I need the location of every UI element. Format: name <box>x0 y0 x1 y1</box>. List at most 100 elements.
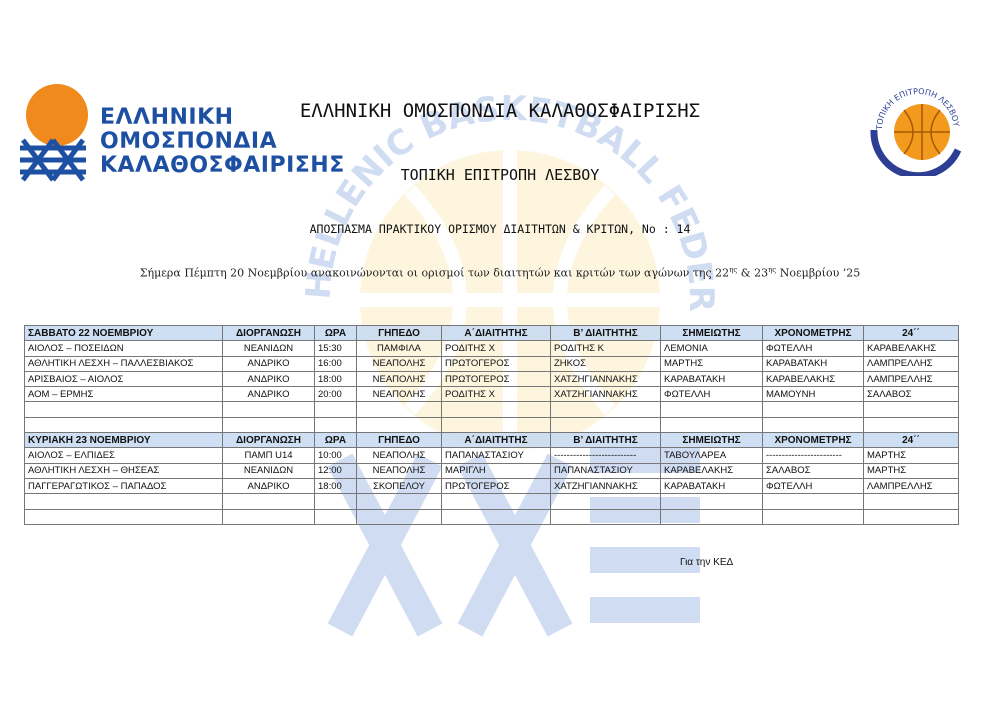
column-header: ΧΡΟΝΟΜΕΤΡΗΣ <box>762 432 864 449</box>
column-header: ΔΙΟΡΓΑΝΩΣΗ <box>222 324 315 342</box>
table-cell: ΝΕΑΠΟΛΗΣ <box>356 355 442 372</box>
table-cell: ΠΡΩΤΟΓΕΡΟΣ <box>441 477 551 495</box>
table-cell <box>356 493 442 510</box>
table-cell: ΚΑΡΑΒΕΛΑΚΗΣ <box>660 462 763 479</box>
table-cell: 15:30 <box>314 340 357 357</box>
table-cell <box>222 416 315 434</box>
table-cell <box>222 401 315 418</box>
intro-part: & 23 <box>737 266 769 280</box>
table-cell: ΜΑΡΤΗΣ <box>863 447 959 464</box>
table-cell <box>441 416 551 434</box>
table-cell <box>24 493 223 510</box>
table-cell <box>863 416 959 434</box>
column-header: Α΄ΔΙΑΙΤΗΤΗΣ <box>441 432 551 449</box>
table-cell: ΑΝΔΡΙΚΟ <box>222 355 315 372</box>
table-row: ΠΑΓΓΕΡΑΓΩΤΙΚΟΣ – ΠΑΠΑΔΟΣ ΑΝΔΡΙΚΟ 18:00 ΣΚΟΠ… <box>24 477 959 495</box>
table-cell: ΛΑΜΠΡΕΛΛΗΣ <box>863 477 959 495</box>
table-cell: ΣΑΛΑΒΟΣ <box>762 462 864 479</box>
table-cell <box>314 508 357 525</box>
table-cell: 18:00 <box>314 477 357 495</box>
column-header: Α΄ΔΙΑΙΤΗΤΗΣ <box>441 324 551 342</box>
table-cell: ΧΑΤΖΗΓΙΑΝΝΑΚΗΣ <box>550 370 661 388</box>
table-cell: ΚΑΡΑΒΕΛΑΚΗΣ <box>762 370 864 388</box>
table-cell <box>863 401 959 418</box>
table-cell: ΠΑΜΠ U14 <box>222 447 315 464</box>
signature: Για την ΚΕΔ <box>680 557 734 568</box>
table-cell: ΦΩΤΕΛΛΗ <box>660 386 763 403</box>
table-cell: ΑΟΜ – ΕΡΜΗΣ <box>24 386 223 403</box>
table-cell: ΝΕΑΝΙΔΩΝ <box>222 340 315 357</box>
table-row: ΑΘΛΗΤΙΚΗ ΛΕΣΧΗ – ΠΑΛΛΕΣΒΙΑΚΟΣ ΑΝΔΡΙΚΟ 16:0… <box>24 355 959 372</box>
table-cell: ΤΑΒΟΥΛΑΡΕΑ <box>660 447 763 464</box>
superscript: ης <box>768 266 777 274</box>
column-header: Β’ ΔΙΑΙΤΗΤΗΣ <box>550 324 661 342</box>
table-cell: ΠΡΩΤΟΓΕΡΟΣ <box>441 370 551 388</box>
table-cell: ΑΝΔΡΙΚΟ <box>222 477 315 495</box>
superscript: ης <box>729 266 738 274</box>
table-row <box>24 416 959 434</box>
table-cell <box>356 508 442 525</box>
column-header: ΣΗΜΕΙΩΤΗΣ <box>660 432 763 449</box>
table-cell: ΧΑΤΖΗΓΙΑΝΝΑΚΗΣ <box>550 477 661 495</box>
table-cell: 10:00 <box>314 447 357 464</box>
table-cell: ΖΗΚΟΣ <box>550 355 661 372</box>
table-cell: ΡΟΔΙΤΗΣ Χ <box>441 340 551 357</box>
table-row: ΑΡΙΣΒΑΙΟΣ – ΑΙΟΛΟΣ ΑΝΔΡΙΚΟ 18:00 ΝΕΑΠΟΛΗΣ ΠΡ… <box>24 370 959 388</box>
table-cell <box>660 401 763 418</box>
table-cell <box>356 416 442 434</box>
table-cell: ΑΝΔΡΙΚΟ <box>222 370 315 388</box>
table-row: ΑΘΛΗΤΙΚΗ ΛΕΣΧΗ – ΘΗΣΕΑΣ ΝΕΑΝΙΔΩΝ 12:00 ΝΕΑΠ… <box>24 462 959 479</box>
column-header: ΓΗΠΕΔΟ <box>356 432 442 449</box>
day-header-row: ΚΥΡΙΑΚΗ 23 ΝΟΕΜΒΡΙΟΥ ΔΙΟΡΓΑΝΩΣΗ ΩΡΑ ΓΗΠΕΔΟ Α… <box>24 432 959 449</box>
table-cell: ΣΑΛΑΒΟΣ <box>863 386 959 403</box>
table-cell <box>314 416 357 434</box>
column-header: ΣΗΜΕΙΩΤΗΣ <box>660 324 763 342</box>
table-cell <box>660 493 763 510</box>
table-cell: ΠΑΠΑΝΑΣΤΑΣΙΟΥ <box>441 447 551 464</box>
table-cell <box>762 416 864 434</box>
table-cell: ΛΕΜΟΝΙΑ <box>660 340 763 357</box>
column-header: ΓΗΠΕΔΟ <box>356 324 442 342</box>
table-cell <box>550 508 661 525</box>
table-cell <box>356 401 442 418</box>
column-header: ΔΙΟΡΓΑΝΩΣΗ <box>222 432 315 449</box>
table-cell: ΜΑΜΟΥΝΗ <box>762 386 864 403</box>
table-cell: -------------------------- <box>550 447 661 464</box>
table-cell: ΚΑΡΑΒΑΤΑΚΗ <box>660 370 763 388</box>
net-icon <box>20 138 86 182</box>
table-row <box>24 508 959 525</box>
column-header: Β’ ΔΙΑΙΤΗΤΗΣ <box>550 432 661 449</box>
table-cell <box>441 508 551 525</box>
table-cell: 16:00 <box>314 355 357 372</box>
table-row: ΑΙΟΛΟΣ – ΠΟΣΕΙΔΩΝ ΝΕΑΝΙΔΩΝ 15:30 ΠΑΜΦΙΛΑ ΡΟΔ… <box>24 340 959 357</box>
table-cell <box>762 508 864 525</box>
table-row: ΑΟΜ – ΕΡΜΗΣ ΑΝΔΡΙΚΟ 20:00 ΝΕΑΠΟΛΗΣ ΡΟΔΙΤΗΣ Χ… <box>24 386 959 403</box>
table-cell <box>660 416 763 434</box>
table-cell <box>24 416 223 434</box>
table-cell <box>314 401 357 418</box>
table-cell: ΚΑΡΑΒΑΤΑΚΗ <box>660 477 763 495</box>
table-cell: ΑΘΛΗΤΙΚΗ ΛΕΣΧΗ – ΠΑΛΛΕΣΒΙΑΚΟΣ <box>24 355 223 372</box>
table-cell: ΜΑΡΙΓΛΗ <box>441 462 551 479</box>
table-cell <box>863 493 959 510</box>
table-cell <box>441 401 551 418</box>
table-cell: ΑΙΟΛΟΣ – ΕΛΠΙΔΕΣ <box>24 447 223 464</box>
table-row <box>24 401 959 418</box>
column-header: ΧΡΟΝΟΜΕΤΡΗΣ <box>762 324 864 342</box>
table-cell <box>441 493 551 510</box>
day-header-row: ΣΑΒΒΑΤΟ 22 ΝΟΕΜΒΡΙΟΥ ΔΙΟΡΓΑΝΩΣΗ ΩΡΑ ΓΗΠΕΔΟ Α… <box>24 324 959 342</box>
table-cell <box>550 493 661 510</box>
table-cell: 20:00 <box>314 386 357 403</box>
federation-title: ΕΛΛΗΝΙΚΗ ΟΜΟΣΠΟΝΔΙΑ ΚΑΛΑΘΟΣΦΑΙΡΙΣΗΣ <box>299 100 701 122</box>
table-cell <box>762 401 864 418</box>
column-header: 24΄΄ <box>863 324 959 342</box>
table-cell: ΜΑΡΤΗΣ <box>660 355 763 372</box>
table-cell: ΣΚΟΠΕΛΟΥ <box>356 477 442 495</box>
local-committee-logo: ΤΟΠΙΚΗ ΕΠΙΤΡΟΠΗ ΛΕΣΒΟΥ <box>870 87 962 176</box>
table-cell: ΦΩΤΕΛΛΗ <box>762 477 864 495</box>
table-cell: ΠΑΜΦΙΛΑ <box>356 340 442 357</box>
table-cell: ΛΑΜΠΡΕΛΛΗΣ <box>863 355 959 372</box>
table-cell <box>222 508 315 525</box>
column-header: ΩΡΑ <box>314 432 357 449</box>
